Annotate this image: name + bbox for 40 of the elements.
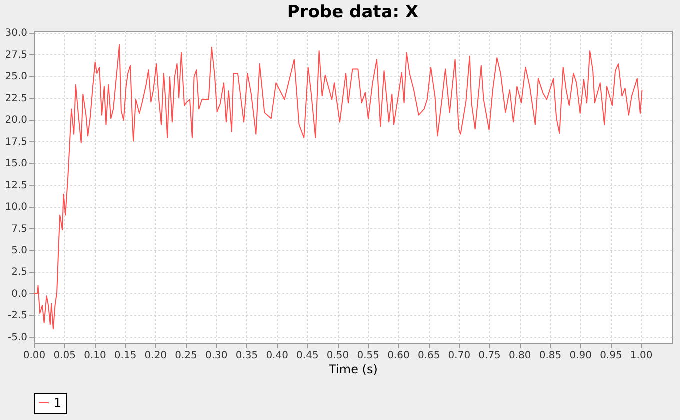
legend-label: 1 <box>54 396 62 410</box>
x-tick-label: 0.90 <box>570 350 592 362</box>
y-tick-label: 25.0 <box>5 72 28 83</box>
y-tick-label: 15.0 <box>5 158 28 170</box>
chart-title: Probe data: X <box>287 2 419 23</box>
x-tick-label: 0.10 <box>84 350 106 362</box>
x-tick-label: 0.05 <box>54 350 76 362</box>
y-tick-label: 10.0 <box>5 202 28 214</box>
y-tick-label: 12.5 <box>5 180 28 192</box>
x-tick-label: 0.15 <box>114 350 137 362</box>
y-tick-label: 27.5 <box>5 50 28 61</box>
y-tick-label: 20.0 <box>5 115 28 126</box>
y-tick-label: 22.5 <box>5 93 28 104</box>
y-tick-label: 7.5 <box>12 224 28 235</box>
x-tick-label: 0.60 <box>388 350 410 362</box>
x-tick-label: 0.85 <box>539 350 562 362</box>
x-tick-label: 0.20 <box>144 350 168 362</box>
x-tick-label: 0.30 <box>205 350 228 362</box>
y-tick-label: -5.0 <box>8 332 28 344</box>
x-tick-label: 0.65 <box>418 350 440 362</box>
x-axis-title: Time (s) <box>328 362 378 376</box>
x-tick-label: 0.40 <box>266 350 288 362</box>
y-tick-label: 0.0 <box>12 288 28 300</box>
y-tick-label: 2.5 <box>12 267 28 278</box>
x-tick-label: 0.95 <box>600 350 622 362</box>
x-tick-label: 0.70 <box>448 350 471 362</box>
y-tick-label: 5.0 <box>12 246 28 257</box>
x-tick-label: 0.00 <box>23 350 46 362</box>
x-tick-label: 0.80 <box>509 350 532 362</box>
x-tick-label: 0.50 <box>326 350 350 362</box>
x-tick-label: 0.25 <box>175 350 198 362</box>
x-tick-label: 0.45 <box>296 350 319 362</box>
line-series <box>34 44 643 330</box>
y-tick-label: 17.5 <box>5 136 28 148</box>
x-tick-label: 1.00 <box>630 350 653 362</box>
x-tick-label: 0.75 <box>478 350 501 362</box>
x-tick-label: 0.35 <box>236 350 258 362</box>
y-tick-label: 30.0 <box>5 28 28 40</box>
x-tick-label: 0.55 <box>357 350 380 362</box>
y-tick-label: -2.5 <box>8 310 28 322</box>
